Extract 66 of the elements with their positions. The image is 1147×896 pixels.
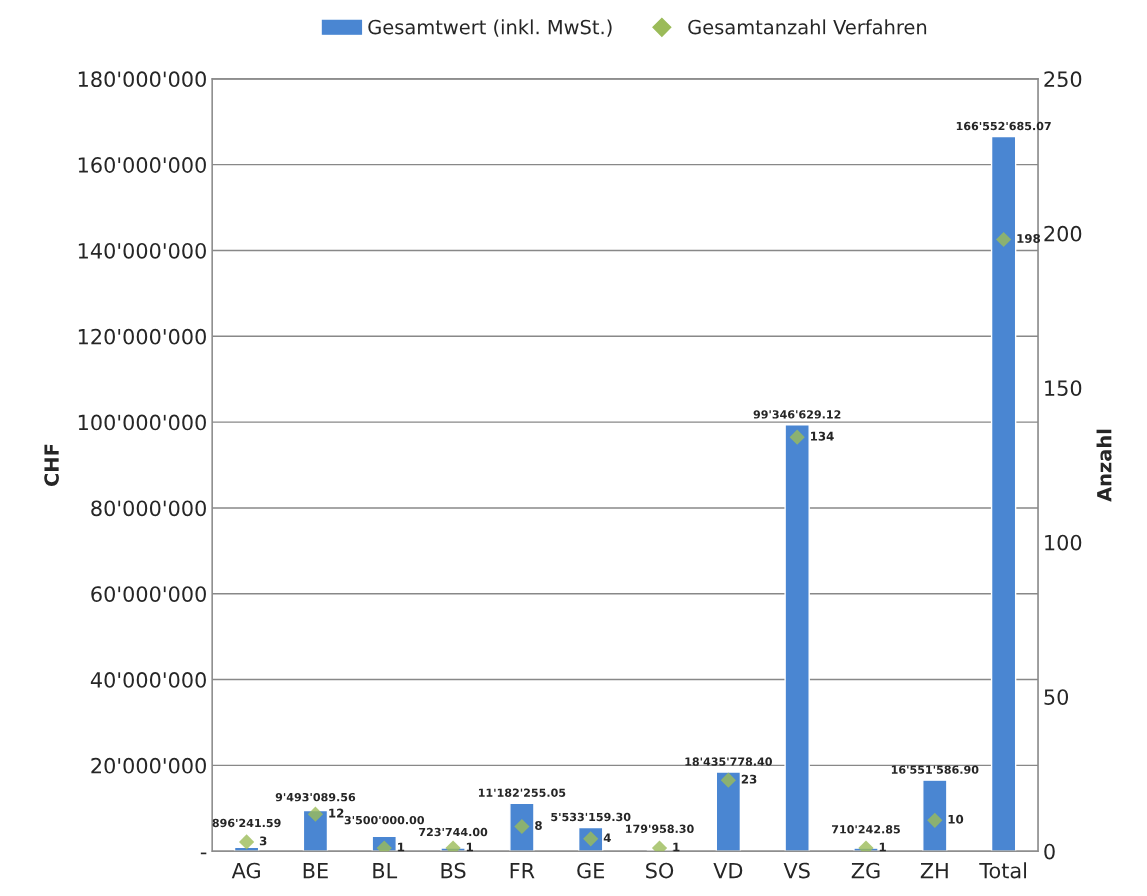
y-tick-label: 60'000'000 <box>91 586 206 602</box>
data-label: 18'435'778.40 <box>685 757 772 766</box>
point <box>720 772 736 788</box>
x-tick-label: ZH <box>920 862 948 879</box>
point <box>996 231 1012 248</box>
data-label: 3 <box>259 836 267 846</box>
y-tick-label: - <box>200 852 207 855</box>
x-tick-label: SO <box>646 862 674 879</box>
data-label: 179'958.30 <box>626 824 694 833</box>
point <box>927 812 943 828</box>
data-label: 723'744.00 <box>419 827 488 837</box>
x-tick-label: BE <box>303 862 328 879</box>
bar <box>922 779 948 852</box>
y2-tick-label: 250 <box>1044 71 1082 88</box>
data-label: 16'551'586.90 <box>891 765 979 774</box>
y-tick-label: 20'000'000 <box>91 757 206 774</box>
x-tick-label: BS <box>441 862 466 879</box>
data-label: 3'500'000.00 <box>344 815 425 825</box>
legend-label: Gesamtanzahl Verfahren <box>688 19 927 35</box>
data-label: 710'242.85 <box>831 825 900 834</box>
y-tick-label: 120'000'000 <box>78 328 206 345</box>
data-label: 198 <box>1017 233 1041 243</box>
y-tick-label: 100'000'000 <box>78 414 206 431</box>
x-tick-label: AG <box>231 862 260 879</box>
data-label: 99'346'629.12 <box>753 410 841 419</box>
data-label: 10 <box>948 814 964 824</box>
data-label: 12 <box>329 808 344 818</box>
y2-tick-label: 50 <box>1044 689 1069 705</box>
data-label: 11'182'255.05 <box>478 788 566 797</box>
data-label: 134 <box>811 431 834 441</box>
x-tick-label: ZG <box>851 862 880 879</box>
y-axis-title: CHF <box>44 444 59 486</box>
y-tick-label: 140'000'000 <box>78 242 206 259</box>
y-tick-label: 180'000'000 <box>78 71 206 88</box>
y2-tick-label: 100 <box>1045 534 1082 551</box>
y-tick-label: 80'000'000 <box>91 500 206 517</box>
x-tick-label: Total <box>979 862 1026 879</box>
data-label: 23 <box>741 774 757 784</box>
y-tick-label: 40'000'000 <box>90 672 206 688</box>
data-label: 896'241.59 <box>212 818 281 828</box>
legend-label: Gesamtwert (inkl. MwSt.) <box>368 19 612 37</box>
data-label: 1 <box>879 842 886 852</box>
data-label: 4 <box>603 833 611 843</box>
x-tick-label: GE <box>577 862 605 879</box>
x-tick-label: BL <box>373 862 398 879</box>
y2-tick-label: 150 <box>1045 380 1082 396</box>
data-label: 5'533'159.30 <box>551 812 631 822</box>
data-label: 1 <box>466 842 473 852</box>
y2-tick-label: 0 <box>1044 843 1055 860</box>
y2-tick-label: 200 <box>1044 225 1082 242</box>
x-tick-label: FR <box>510 862 535 879</box>
point <box>307 806 324 822</box>
y2-axis-title: Anzahl <box>1096 429 1112 502</box>
data-label: 1 <box>673 842 680 852</box>
x-tick-label: VS <box>783 862 810 879</box>
data-label: 9'493'089.56 <box>275 792 356 802</box>
point <box>239 834 255 850</box>
bar <box>990 135 1017 852</box>
data-label: 166'552'685.07 <box>956 121 1051 131</box>
data-label: 8 <box>535 820 542 830</box>
bar <box>715 771 742 852</box>
point <box>789 429 805 445</box>
bar <box>784 424 810 852</box>
x-tick-label: VD <box>713 862 743 879</box>
data-label: 1 <box>398 842 405 852</box>
y-tick-label: 160'000'000 <box>78 157 206 173</box>
